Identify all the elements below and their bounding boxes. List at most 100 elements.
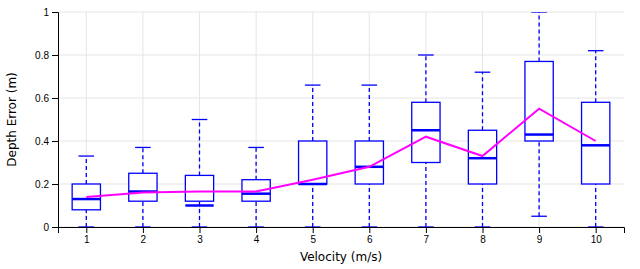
tick-label: 10 xyxy=(591,234,603,245)
tick-label: 3 xyxy=(197,234,203,245)
box xyxy=(129,147,157,227)
median xyxy=(185,204,213,207)
grid-line xyxy=(482,12,483,227)
box xyxy=(242,147,270,227)
grid-line xyxy=(312,12,313,227)
whisker-cap xyxy=(305,226,321,227)
y-axis-title: Depth Error (m) xyxy=(5,72,19,166)
axis-line xyxy=(59,228,625,234)
tick: 0.2 xyxy=(35,179,58,190)
tick: 9 xyxy=(537,227,543,245)
tick: 1 xyxy=(84,227,90,245)
median xyxy=(72,198,100,201)
median xyxy=(582,144,610,147)
tick-label: 7 xyxy=(424,234,430,245)
box xyxy=(355,85,383,227)
tick-mark xyxy=(369,227,370,233)
tick-mark xyxy=(52,98,58,99)
tick-mark xyxy=(483,227,484,233)
axis-line xyxy=(52,13,59,228)
tick: 1 xyxy=(43,7,58,18)
tick: 8 xyxy=(480,227,486,245)
tick: 3 xyxy=(197,227,203,245)
tick-mark xyxy=(52,55,58,56)
tick: 0.6 xyxy=(35,93,58,104)
tick-mark xyxy=(200,227,201,233)
tick: 5 xyxy=(310,227,316,245)
whisker xyxy=(199,120,200,176)
tick: 0 xyxy=(43,222,58,233)
box xyxy=(582,51,610,227)
box-body xyxy=(468,130,496,184)
tick-label: 1 xyxy=(84,234,90,245)
tick: 2 xyxy=(141,227,147,245)
tick-label: 0.8 xyxy=(35,50,49,61)
box xyxy=(299,85,327,227)
tick-label: 1 xyxy=(43,7,49,18)
tick-label: 2 xyxy=(141,234,147,245)
median xyxy=(412,129,440,132)
whisker-cap xyxy=(192,226,208,227)
tick-label: 4 xyxy=(254,234,260,245)
grid-line xyxy=(369,12,370,227)
tick: 6 xyxy=(367,227,373,245)
mean-line xyxy=(86,109,595,197)
grid xyxy=(58,12,624,227)
whisker xyxy=(595,184,596,227)
whisker xyxy=(142,147,143,173)
whisker-cap xyxy=(192,119,208,120)
box-body xyxy=(185,175,213,201)
tick-label: 0 xyxy=(43,222,49,233)
whisker-cap xyxy=(305,84,321,85)
median xyxy=(242,192,270,195)
median xyxy=(525,133,553,136)
plot: 1 2 3 4 5 6 7 8 9 10 0 0.2 0.4 0.6 0.8 1 xyxy=(35,7,624,245)
tick-mark xyxy=(52,141,58,142)
whisker xyxy=(255,147,256,179)
tick-label: 5 xyxy=(310,234,316,245)
whisker xyxy=(255,201,256,227)
whisker xyxy=(142,201,143,227)
tick: 7 xyxy=(424,227,430,245)
tick-mark xyxy=(143,227,144,233)
tick-mark xyxy=(52,12,58,13)
tick-label: 6 xyxy=(367,234,373,245)
whisker-cap xyxy=(362,84,378,85)
whisker-cap xyxy=(135,147,151,148)
whisker xyxy=(538,141,539,216)
whisker-cap xyxy=(248,226,264,227)
tick: 4 xyxy=(254,227,260,245)
tick-label: 0.6 xyxy=(35,93,49,104)
whisker-cap xyxy=(418,226,434,227)
whisker-cap xyxy=(588,50,604,51)
whisker xyxy=(369,184,370,227)
tick-mark xyxy=(52,184,58,185)
tick-label: 0.4 xyxy=(35,136,49,147)
box-body xyxy=(129,173,157,201)
whisker xyxy=(86,210,87,227)
tick: 0.4 xyxy=(35,136,58,147)
tick-mark xyxy=(86,227,87,233)
whisker xyxy=(86,156,87,184)
tick-mark xyxy=(539,227,540,233)
tick-mark xyxy=(52,227,58,228)
tick-label: 0.2 xyxy=(35,179,49,190)
tick-label: 9 xyxy=(537,234,543,245)
box xyxy=(468,72,496,227)
whisker-cap xyxy=(475,226,491,227)
whisker xyxy=(595,51,596,103)
whisker xyxy=(312,85,313,141)
marks xyxy=(72,12,610,227)
whisker xyxy=(425,55,426,102)
tick-mark xyxy=(596,227,597,233)
tick-mark xyxy=(426,227,427,233)
whisker xyxy=(312,184,313,227)
whisker-cap xyxy=(248,147,264,148)
y-axis: 0 0.2 0.4 0.6 0.8 1 xyxy=(35,7,58,233)
whisker-cap xyxy=(531,216,547,217)
whisker-cap xyxy=(418,54,434,55)
chart: 1 2 3 4 5 6 7 8 9 10 0 0.2 0.4 0.6 0.8 1 Velocity (m/s) D… xyxy=(0,0,640,269)
tick-mark xyxy=(256,227,257,233)
whisker-cap xyxy=(362,226,378,227)
x-axis-title: Velocity (m/s) xyxy=(300,250,382,264)
